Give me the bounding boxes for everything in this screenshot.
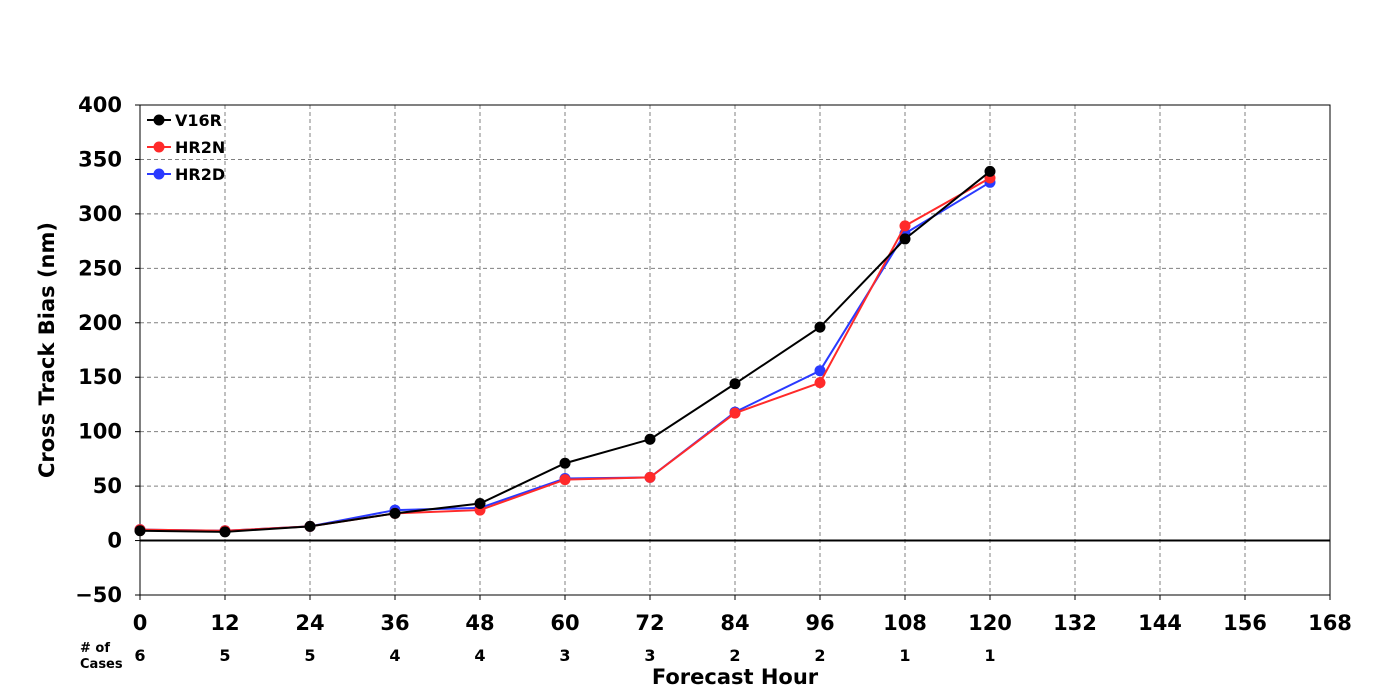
data-point-v16r	[304, 520, 316, 532]
x-tick-label: 24	[295, 611, 324, 635]
case-count: 4	[474, 646, 485, 665]
grid-lines	[140, 105, 1330, 595]
cases-header-line1: # of	[80, 641, 110, 656]
data-point-v16r	[474, 498, 486, 510]
x-tick-label: 144	[1138, 611, 1182, 635]
x-tick-label: 96	[805, 611, 834, 635]
case-counts: 6 5 5 4 4 3 3 2 2 1 1	[134, 646, 995, 665]
x-tick-label: 132	[1053, 611, 1097, 635]
case-count: 5	[304, 646, 315, 665]
legend-marker-hr2d	[153, 168, 165, 180]
legend-item-v16r: V16R	[147, 111, 222, 130]
x-tick-label: 36	[380, 611, 409, 635]
y-axis-title: Cross Track Bias (nm)	[35, 222, 59, 478]
case-count: 4	[389, 646, 400, 665]
data-point-hr2n	[559, 474, 571, 486]
data-point-v16r	[984, 165, 996, 177]
legend-marker-v16r	[153, 114, 165, 126]
data-point-v16r	[559, 457, 571, 469]
x-tick-label: 60	[550, 611, 579, 635]
legend-label-hr2n: HR2N	[175, 138, 225, 157]
y-tick-label: 100	[78, 420, 122, 444]
y-tick-label: 50	[93, 474, 122, 498]
x-tick-label: 72	[635, 611, 664, 635]
y-tick-label: 250	[78, 256, 122, 280]
series-v16r	[134, 165, 996, 538]
data-point-hr2n	[729, 407, 741, 419]
x-tick-label: 168	[1308, 611, 1352, 635]
case-count: 3	[644, 646, 655, 665]
cases-header-line2: Cases	[80, 657, 123, 672]
series-group	[134, 165, 996, 538]
legend-item-hr2d: HR2D	[147, 165, 225, 184]
y-tick-label: 200	[78, 311, 122, 335]
x-tick-label: 84	[720, 611, 749, 635]
case-count: 2	[729, 646, 740, 665]
data-point-v16r	[899, 233, 911, 245]
y-tick-label: 150	[78, 365, 122, 389]
data-point-v16r	[729, 378, 741, 390]
legend-label-hr2d: HR2D	[175, 165, 225, 184]
data-point-hr2n	[814, 377, 826, 389]
case-count: 1	[899, 646, 910, 665]
y-tick-labels: −50 0 50 100 150 200 250 300 350 400	[75, 93, 140, 607]
y-tick-label: −50	[75, 583, 122, 607]
data-point-v16r	[219, 526, 231, 538]
y-tick-label: 400	[78, 93, 122, 117]
x-tick-label: 120	[968, 611, 1012, 635]
data-point-v16r	[644, 433, 656, 445]
legend-marker-hr2n	[153, 141, 165, 153]
legend: V16R HR2N HR2D	[147, 111, 225, 184]
data-point-v16r	[814, 321, 826, 333]
x-tick-label: 108	[883, 611, 927, 635]
y-tick-label: 300	[78, 202, 122, 226]
legend-item-hr2n: HR2N	[147, 138, 225, 157]
case-count: 6	[134, 646, 145, 665]
data-point-v16r	[134, 525, 146, 537]
data-point-hr2n	[899, 220, 911, 232]
case-count: 3	[559, 646, 570, 665]
x-tick-label: 12	[210, 611, 239, 635]
x-axis-title: Forecast Hour	[652, 665, 819, 689]
y-tick-label: 0	[107, 529, 122, 553]
case-count: 1	[984, 646, 995, 665]
y-tick-label: 350	[78, 147, 122, 171]
data-point-hr2n	[644, 471, 656, 483]
x-tick-label: 48	[465, 611, 494, 635]
x-tick-label: 0	[133, 611, 148, 635]
case-count: 2	[814, 646, 825, 665]
x-tick-labels: 0 12 24 36 48 60 72 84 96 108 120 132 144 156 168	[133, 595, 1352, 635]
data-point-v16r	[389, 507, 401, 519]
data-point-hr2d	[814, 365, 826, 377]
x-tick-label: 156	[1223, 611, 1267, 635]
case-count: 5	[219, 646, 230, 665]
legend-label-v16r: V16R	[175, 111, 222, 130]
